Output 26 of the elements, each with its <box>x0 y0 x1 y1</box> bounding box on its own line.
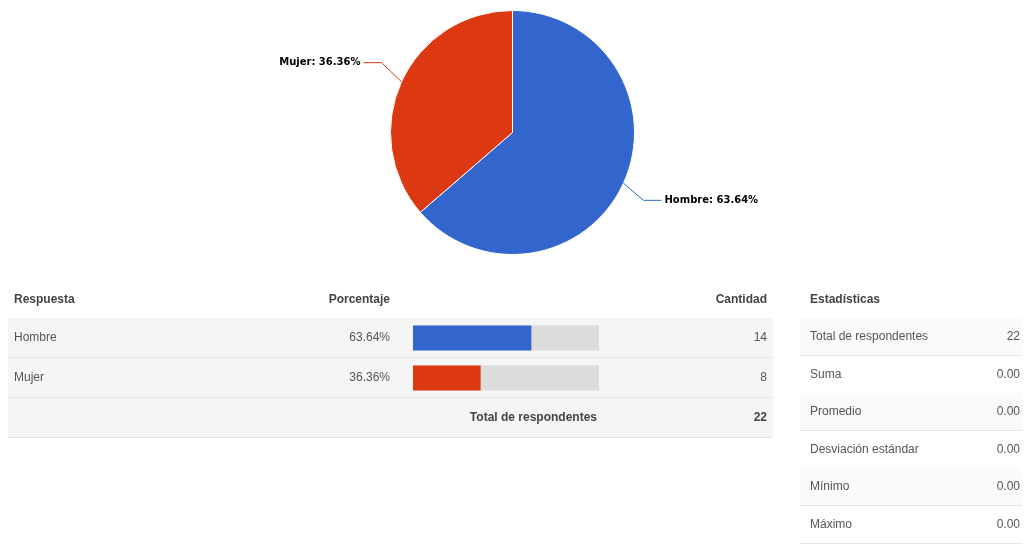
text: 14 <box>753 329 767 346</box>
text: 0.00 <box>996 365 1020 383</box>
text: Desviación estándar <box>810 440 919 458</box>
text: 8 <box>760 369 767 386</box>
text: 0.00 <box>996 440 1020 458</box>
text: Máximo <box>810 515 853 533</box>
text: 22 <box>753 409 767 426</box>
text: Total de respondentes <box>810 328 929 345</box>
text: Estadísticas <box>800 281 1022 319</box>
text: Suma <box>810 365 842 383</box>
text: 0.00 <box>996 403 1020 420</box>
category-label: Mujer <box>14 370 45 384</box>
text: 0.00 <box>996 478 1020 495</box>
text: Total de respondentes <box>469 409 597 426</box>
data-label: 36.36% <box>349 369 390 386</box>
text: Porcentaje <box>328 291 390 308</box>
text: Mínimo <box>810 478 850 495</box>
text: 22 <box>1006 328 1020 345</box>
slice-label: Mujer: 36.36% <box>279 56 361 68</box>
text: 0.00 <box>996 515 1020 533</box>
slice-label: Hombre: 63.64% <box>664 193 759 205</box>
text: Cantidad <box>715 291 767 308</box>
text: Respuesta <box>14 291 75 308</box>
category-label: Hombre <box>14 330 57 344</box>
data-label: 63.64% <box>349 329 390 346</box>
text: Promedio <box>810 403 862 420</box>
